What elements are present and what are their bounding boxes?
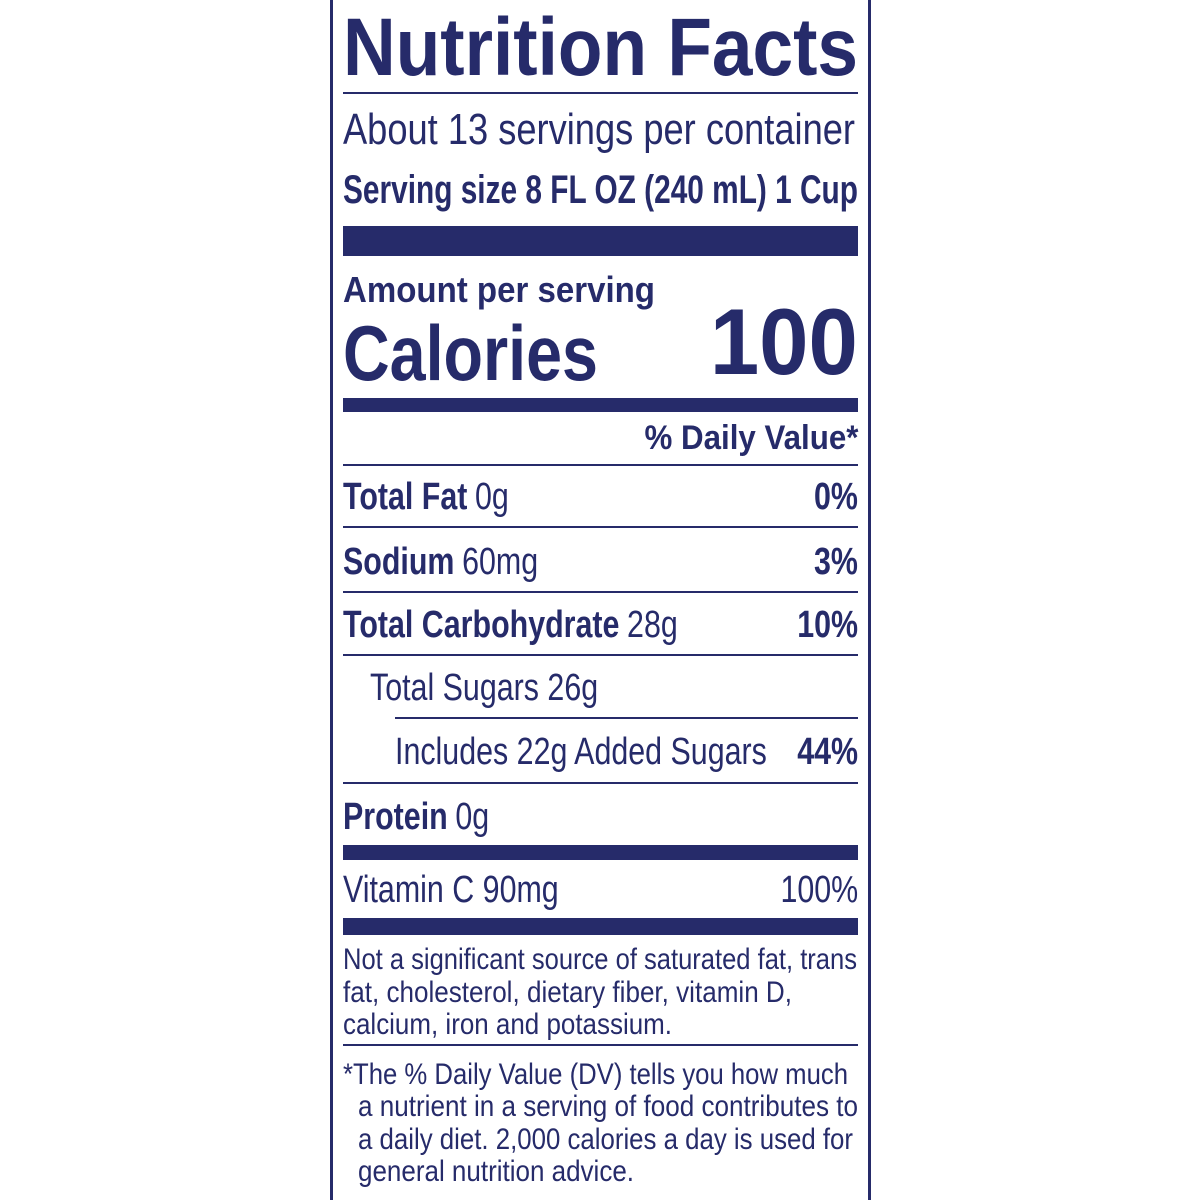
added-sugars: Includes 22g Added Sugars xyxy=(395,733,767,771)
nutrient-row: Total Fat 0g xyxy=(343,478,509,516)
bar xyxy=(343,918,858,935)
text: Not a significant source of saturated fa… xyxy=(343,943,857,976)
daily-value: 10% xyxy=(797,606,858,644)
servings: About 13 servings per container xyxy=(343,108,855,152)
text: 44% xyxy=(797,731,858,773)
text: 0g xyxy=(455,796,490,838)
text: Sodium xyxy=(343,541,455,583)
rule xyxy=(343,464,858,466)
serving-size: Serving size 8 FL OZ (240 mL) 1 Cup xyxy=(343,170,858,210)
footnote-line: general nutrition advice. xyxy=(358,1157,634,1187)
text: Includes 22g Added Sugars xyxy=(395,731,767,773)
title: Nutrition Facts xyxy=(343,7,858,89)
footnote-line: a nutrient in a serving of food contribu… xyxy=(358,1092,858,1122)
text: fat, cholesterol, dietary fiber, vitamin… xyxy=(343,976,792,1009)
text: 3% xyxy=(814,541,858,583)
text: Total Carbohydrate xyxy=(343,604,620,646)
text: Calories xyxy=(343,309,598,397)
text: 28g xyxy=(627,604,678,646)
nutrient-row: Protein 0g xyxy=(343,798,489,836)
text: Total Fat xyxy=(343,476,468,518)
text: a daily diet. 2,000 calories a day is us… xyxy=(358,1123,853,1156)
text: 100 xyxy=(710,289,858,394)
text: % Daily Value* xyxy=(644,419,858,457)
text: 100% xyxy=(780,869,858,911)
total-sugars: Total Sugars 26g xyxy=(370,669,598,707)
amount-label: Amount per serving xyxy=(343,272,655,308)
note-line: calcium, iron and potassium. xyxy=(343,1010,672,1040)
text: calcium, iron and potassium. xyxy=(343,1008,672,1041)
dv-header: % Daily Value* xyxy=(644,421,858,455)
calories-value: 100 xyxy=(710,295,858,389)
calories-label: Calories xyxy=(343,314,598,392)
nutrient-row: Total Carbohydrate 28g xyxy=(343,606,678,644)
text: Total Sugars 26g xyxy=(370,667,599,709)
text: a nutrient in a serving of food contribu… xyxy=(358,1090,858,1123)
bar xyxy=(343,226,858,256)
daily-value: 0% xyxy=(814,478,858,516)
text: Protein xyxy=(343,796,448,838)
note-line: fat, cholesterol, dietary fiber, vitamin… xyxy=(343,978,792,1008)
rule xyxy=(395,717,858,719)
footnote-line: *The % Daily Value (DV) tells you how mu… xyxy=(343,1060,848,1090)
daily-value: 44% xyxy=(797,733,858,771)
vitamin: Vitamin C 90mg xyxy=(343,871,559,909)
label-frame xyxy=(330,0,871,1200)
text: general nutrition advice. xyxy=(358,1155,634,1188)
note-line: Not a significant source of saturated fa… xyxy=(343,945,857,975)
text: 0% xyxy=(814,476,858,518)
rule xyxy=(343,782,858,784)
text: Vitamin C 90mg xyxy=(343,869,559,911)
text: Nutrition Facts xyxy=(343,2,858,93)
rule xyxy=(343,526,858,528)
nutrient-row: Sodium 60mg xyxy=(343,543,538,581)
text: About 13 servings per container xyxy=(343,105,855,154)
bar xyxy=(343,845,858,860)
text: 0g xyxy=(475,476,509,518)
rule xyxy=(343,654,858,656)
text: 60mg xyxy=(462,541,539,583)
text: *The % Daily Value (DV) tells you how mu… xyxy=(343,1058,848,1091)
rule xyxy=(343,92,858,94)
daily-value: 3% xyxy=(814,543,858,581)
bar xyxy=(343,398,858,412)
daily-value: 100% xyxy=(780,871,858,909)
text: Amount per serving xyxy=(343,269,655,310)
footnote-line: a daily diet. 2,000 calories a day is us… xyxy=(358,1125,853,1155)
rule xyxy=(343,1044,858,1046)
rule xyxy=(343,591,858,593)
text: Serving size 8 FL OZ (240 mL) 1 Cup xyxy=(343,168,858,212)
text: 10% xyxy=(797,604,858,646)
